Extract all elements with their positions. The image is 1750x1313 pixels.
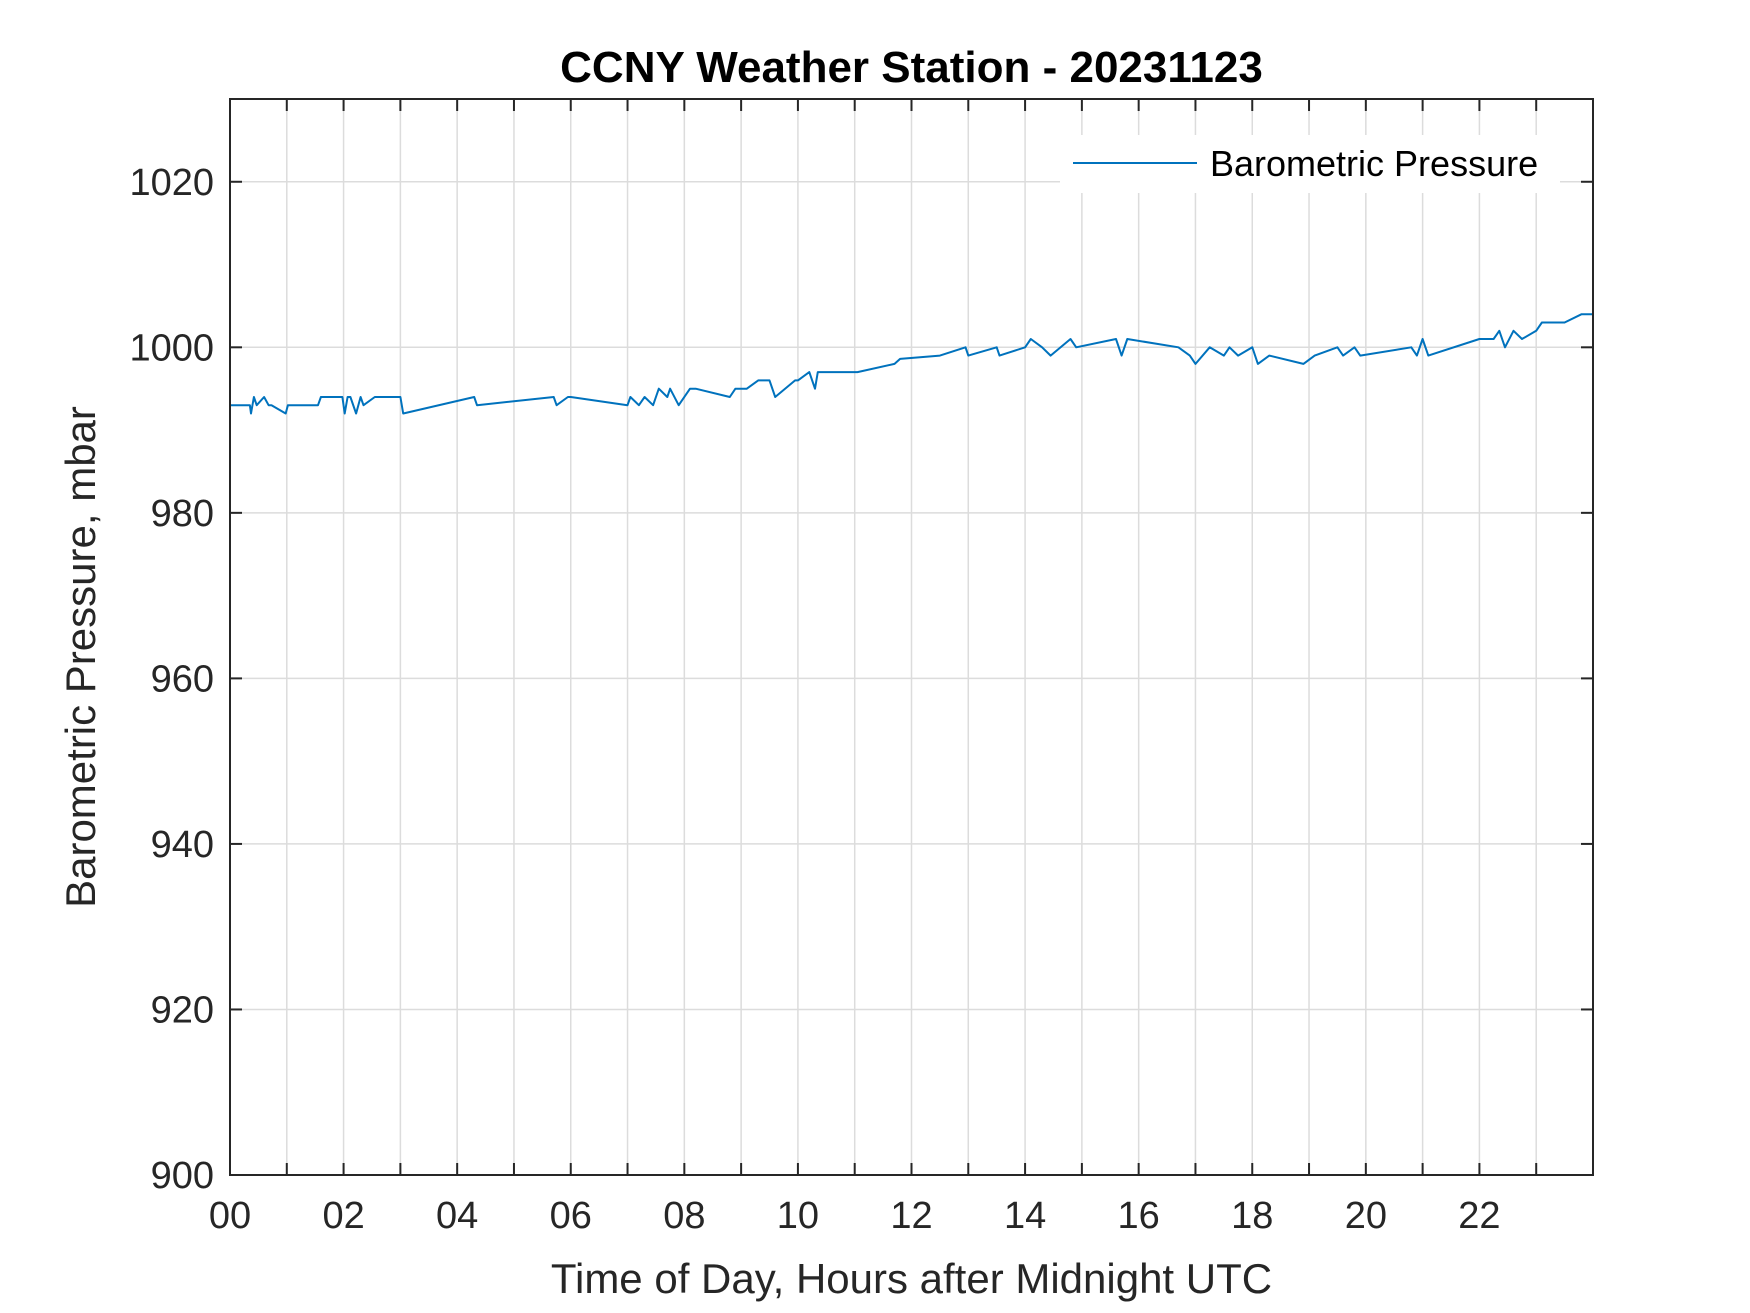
y-tick-label: 980 (151, 493, 214, 535)
x-tick-label: 04 (436, 1195, 478, 1237)
x-tick-label: 12 (890, 1195, 932, 1237)
x-tick-label: 00 (209, 1195, 251, 1237)
legend-entry-barometric-pressure: Barometric Pressure (1210, 143, 1538, 184)
y-axis-label: Barometric Pressure, mbar (57, 406, 104, 908)
y-tick-label: 1000 (129, 327, 214, 369)
x-tick-label: 10 (777, 1195, 819, 1237)
chart-title: CCNY Weather Station - 20231123 (560, 43, 1263, 92)
x-tick-label: 16 (1118, 1195, 1160, 1237)
x-axis-label: Time of Day, Hours after Midnight UTC (551, 1255, 1272, 1302)
y-tick-label: 900 (151, 1155, 214, 1197)
x-tick-label: 18 (1231, 1195, 1273, 1237)
x-tick-label: 08 (663, 1195, 705, 1237)
y-tick-label: 920 (151, 989, 214, 1031)
y-tick-label: 1020 (129, 162, 214, 204)
y-tick-label: 960 (151, 658, 214, 700)
x-tick-label: 14 (1004, 1195, 1046, 1237)
x-tick-label: 22 (1458, 1195, 1500, 1237)
x-tick-label: 02 (322, 1195, 364, 1237)
tick-labels: 900 920 940 960 980 1000 1020 00 02 04 06 08 10 12 14 1… (129, 162, 1500, 1237)
y-tick-label: 940 (151, 824, 214, 866)
series-layer (230, 313, 1593, 415)
series-line-barometric-pressure (230, 313, 1593, 415)
tick-marks (229, 99, 1594, 1176)
legend: Barometric Pressure (1060, 135, 1560, 193)
grid-lines (230, 99, 1593, 1176)
x-tick-label: 20 (1345, 1195, 1387, 1237)
x-tick-label: 06 (550, 1195, 592, 1237)
